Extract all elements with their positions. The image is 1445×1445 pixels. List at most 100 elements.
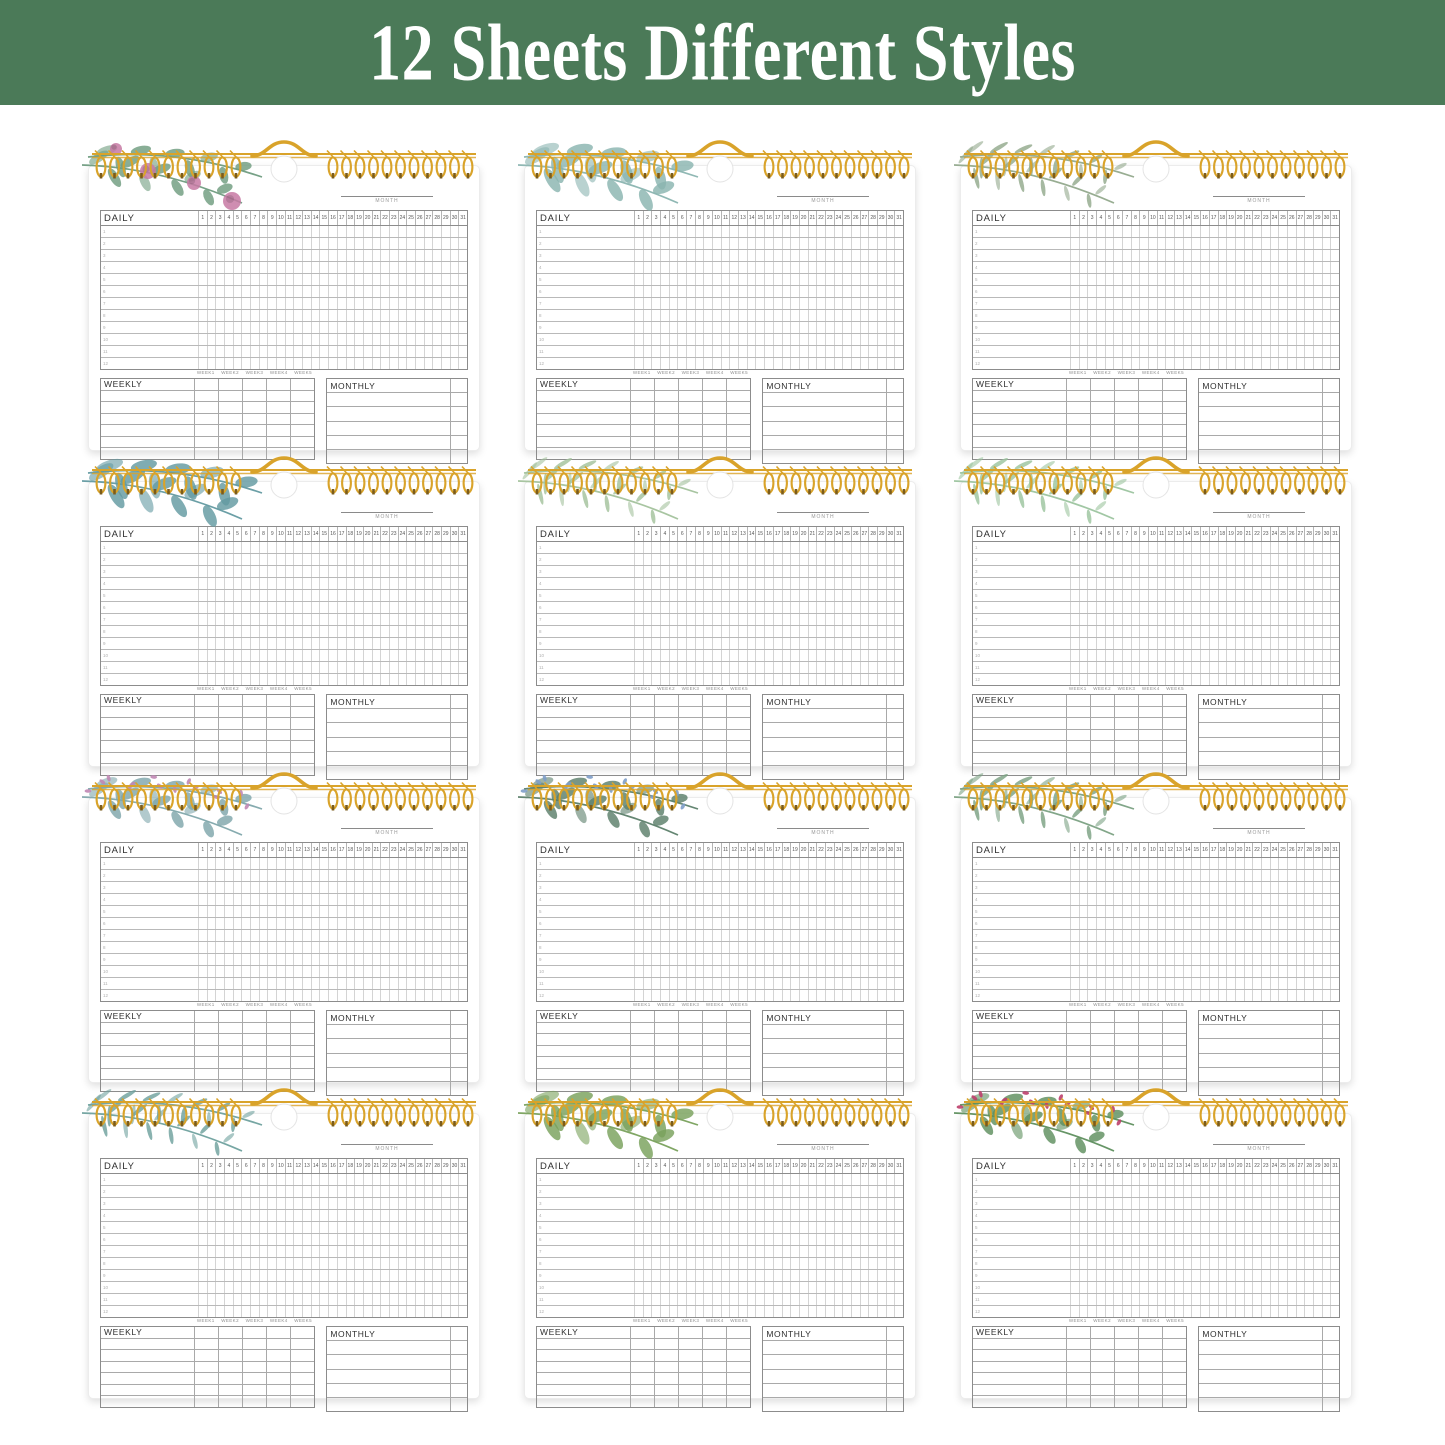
daily-checkbox-cell xyxy=(1156,942,1166,953)
monthly-row: MONTHLY xyxy=(327,1011,467,1025)
daily-checkbox-cell xyxy=(894,990,903,1001)
daily-checkbox-cell xyxy=(1304,858,1313,869)
daily-checkbox-cell xyxy=(764,602,773,613)
daily-checkbox-cell xyxy=(1217,310,1227,321)
calendar-sheet: MONTH DAILY 1 2 3 4 5 6 7 8 9 10 11 12 13 14 15 16 17 18 1… xyxy=(954,139,1352,465)
daily-checkbox-cell xyxy=(868,298,877,309)
daily-checkbox-cell xyxy=(440,1174,450,1185)
daily-checkbox-cell xyxy=(720,310,730,321)
daily-checkbox-cell xyxy=(642,602,652,613)
daily-checkbox-cell xyxy=(833,990,843,1001)
daily-checkbox-cell xyxy=(423,1222,433,1233)
day-number: 10 xyxy=(712,211,721,225)
daily-checkbox-cell xyxy=(267,602,276,613)
weekly-cell xyxy=(629,1080,654,1091)
daily-checkbox-cell xyxy=(755,566,764,577)
daily-tracker-row: 10 xyxy=(973,965,1339,977)
daily-checkbox-cell xyxy=(406,1246,415,1257)
day-number: 30 xyxy=(885,211,895,225)
daily-checkbox-cell xyxy=(1087,942,1096,953)
daily-checkbox-cell xyxy=(677,870,686,881)
daily-checkbox-cell xyxy=(850,858,860,869)
daily-checkbox-cell xyxy=(1252,906,1261,917)
daily-checkbox-cell xyxy=(772,942,782,953)
daily-checkbox-cell xyxy=(458,674,467,685)
daily-checkbox-cell xyxy=(807,578,817,589)
daily-row-number: 4 xyxy=(539,897,542,902)
day-number: 6 xyxy=(1113,843,1122,857)
daily-checkbox-cell xyxy=(668,250,678,261)
daily-checkbox-cell xyxy=(738,250,747,261)
daily-checkbox-cell xyxy=(1243,578,1253,589)
daily-checkbox-cell xyxy=(807,334,817,345)
weekly-name-cell xyxy=(101,741,194,752)
weekly-cell xyxy=(1065,1034,1090,1045)
daily-checkbox-cell xyxy=(1330,602,1339,613)
daily-checkbox-cell xyxy=(1087,870,1096,881)
daily-checkbox-cell xyxy=(310,1186,320,1197)
weekly-cell xyxy=(1138,379,1162,390)
daily-checkbox-cell xyxy=(1148,542,1157,553)
daily-checkbox-cell xyxy=(380,358,389,369)
daily-checkbox-cell xyxy=(876,298,886,309)
daily-checkbox-cell xyxy=(1078,930,1088,941)
daily-checkbox-cell xyxy=(833,858,843,869)
daily-checkbox-cell xyxy=(310,238,320,249)
monthly-cell xyxy=(886,407,903,421)
daily-checkbox-cell xyxy=(284,1246,294,1257)
weekly-cell xyxy=(653,1022,678,1033)
weekly-section: WEEK1 WEEK2 WEEK3 WEEK4 WEEK5 WEEKLY xyxy=(972,370,1188,460)
daily-checkbox-cell xyxy=(859,542,869,553)
weekly-table: WEEKLY xyxy=(100,694,316,776)
daily-checkbox-cell xyxy=(1104,566,1114,577)
daily-checkbox-cell xyxy=(232,882,242,893)
daily-checkbox-cell xyxy=(319,1234,328,1245)
day-number: 27 xyxy=(1295,843,1305,857)
daily-checkbox-cell xyxy=(328,1234,337,1245)
weekly-cell xyxy=(726,1045,750,1056)
daily-checkbox-cell xyxy=(414,358,424,369)
daily-checkbox-cell xyxy=(302,906,311,917)
daily-row-number: 9 xyxy=(103,957,106,962)
day-number: 24 xyxy=(397,843,407,857)
daily-checkbox-cell xyxy=(1260,262,1270,273)
daily-checkbox-cell xyxy=(423,578,433,589)
daily-checkbox-cell xyxy=(241,626,250,637)
day-number: 27 xyxy=(859,211,869,225)
weekly-cell xyxy=(290,436,314,447)
daily-checkbox-cell xyxy=(807,250,817,261)
daily-checkbox-cell xyxy=(686,554,695,565)
monthly-name-cell xyxy=(1199,1039,1322,1052)
daily-checkbox-cell xyxy=(1278,590,1287,601)
day-number: 10 xyxy=(1148,843,1157,857)
daily-checkbox-cell xyxy=(397,906,407,917)
weekly-cell xyxy=(702,729,726,740)
weekly-cell xyxy=(1113,1068,1138,1079)
daily-checkbox-cell xyxy=(1096,662,1105,673)
weekly-row xyxy=(101,740,315,752)
daily-checkbox-cell xyxy=(310,298,320,309)
daily-checkbox-cell xyxy=(651,578,660,589)
daily-checkbox-cell xyxy=(1286,930,1296,941)
daily-checkbox-cell xyxy=(380,858,389,869)
daily-checkbox-cell xyxy=(1122,894,1131,905)
daily-checkbox-cell xyxy=(694,322,704,333)
day-number: 13 xyxy=(302,1159,311,1173)
daily-checkbox-cell xyxy=(440,286,450,297)
daily-checkbox-cell xyxy=(1252,554,1261,565)
daily-checkbox-cell xyxy=(250,1186,259,1197)
daily-checkbox-cell xyxy=(781,614,791,625)
daily-checkbox-cell xyxy=(449,590,459,601)
daily-checkbox-cell xyxy=(842,590,851,601)
daily-checkbox-cell xyxy=(824,578,834,589)
monthly-name-cell xyxy=(763,1039,886,1052)
daily-checkbox-cell xyxy=(319,566,328,577)
daily-checkbox-cell xyxy=(1148,346,1157,357)
daily-checkbox-cell xyxy=(1113,542,1122,553)
daily-checkbox-cell xyxy=(668,578,678,589)
daily-checkbox-cell xyxy=(1330,918,1339,929)
daily-tracker-table: DAILY 1 2 3 4 5 6 7 8 9 10 11 12 13 14 15 16 17 18 19 20 21 2… xyxy=(972,842,1340,1002)
daily-checkbox-cell xyxy=(1069,358,1079,369)
daily-checkbox-cell xyxy=(336,310,346,321)
daily-checkbox-cell xyxy=(1087,298,1096,309)
